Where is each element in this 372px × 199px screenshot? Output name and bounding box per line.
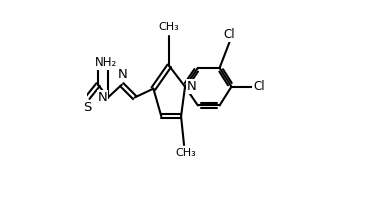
Text: CH₃: CH₃: [159, 22, 180, 32]
Text: Cl: Cl: [253, 80, 265, 93]
Text: CH₃: CH₃: [176, 148, 196, 158]
Text: CH₃: CH₃: [97, 55, 118, 65]
Text: N: N: [118, 68, 128, 81]
Text: N: N: [97, 91, 107, 104]
Text: N: N: [187, 80, 196, 93]
Text: Cl: Cl: [224, 28, 235, 41]
Text: S: S: [84, 100, 92, 113]
Text: NH₂: NH₂: [95, 56, 118, 69]
